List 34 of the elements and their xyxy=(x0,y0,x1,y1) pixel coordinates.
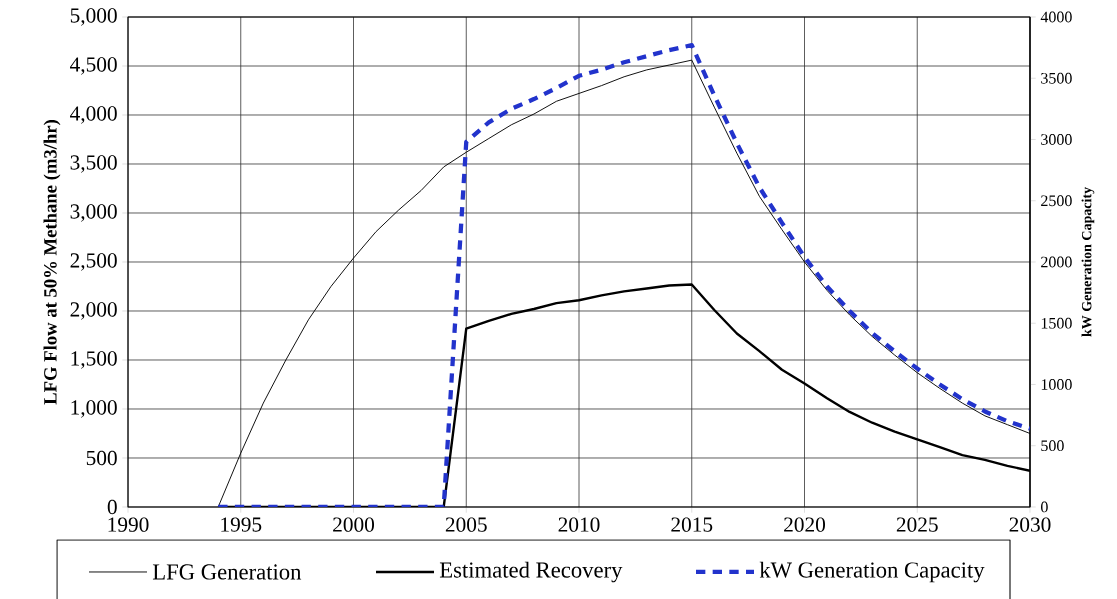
x-tick-label: 2005 xyxy=(445,517,487,532)
y2-tick-label: 1500 xyxy=(1041,317,1072,329)
y2-tick-label: 2000 xyxy=(1041,256,1072,268)
x-tick-label: 1995 xyxy=(221,517,262,532)
legend-label: LFG Generation xyxy=(152,564,302,580)
x-tick-label: 2025 xyxy=(896,517,938,532)
legend-label: kW Generation Capacity xyxy=(759,561,985,583)
y-tick-label: 500 xyxy=(86,450,117,466)
y-tick-label: 3,500 xyxy=(70,155,117,173)
x-tick-label: 2020 xyxy=(784,517,826,532)
y2-tick-label: 3500 xyxy=(1041,72,1072,84)
y-tick-label: 2,500 xyxy=(70,253,117,271)
y-tick-label: 1,500 xyxy=(71,351,117,369)
x-tick-label: 2030 xyxy=(1009,517,1051,532)
y2-tick-label: 500 xyxy=(1041,440,1064,452)
y-tick-label: 1,000 xyxy=(71,400,117,418)
y-tick-label: 4,500 xyxy=(70,57,117,75)
y2-axis-title: kW Generation Capacity xyxy=(1081,187,1095,337)
y-tick-label: 3,000 xyxy=(70,204,117,222)
y2-tick-label: 2500 xyxy=(1041,195,1072,207)
y-tick-label: 4,000 xyxy=(70,106,117,124)
x-tick-label: 2010 xyxy=(558,517,600,532)
y2-tick-label: 3000 xyxy=(1041,134,1072,145)
legend-label: Estimated Recovery xyxy=(439,561,623,583)
y-axis-title: LFG Flow at 50% Methane (m3/hr) xyxy=(43,119,61,405)
y-tick-label: 5,000 xyxy=(70,8,117,26)
x-tick-label: 2000 xyxy=(333,517,375,532)
y2-tick-label: 4000 xyxy=(1040,11,1072,23)
x-tick-label: 2015 xyxy=(671,517,713,532)
y-tick-label: 2,000 xyxy=(70,302,117,320)
x-tick-label: 1990 xyxy=(108,517,149,532)
y2-tick-label: 0 xyxy=(1041,501,1048,513)
y-tick-label: 0 xyxy=(107,499,117,515)
y2-tick-label: 1000 xyxy=(1041,379,1072,390)
